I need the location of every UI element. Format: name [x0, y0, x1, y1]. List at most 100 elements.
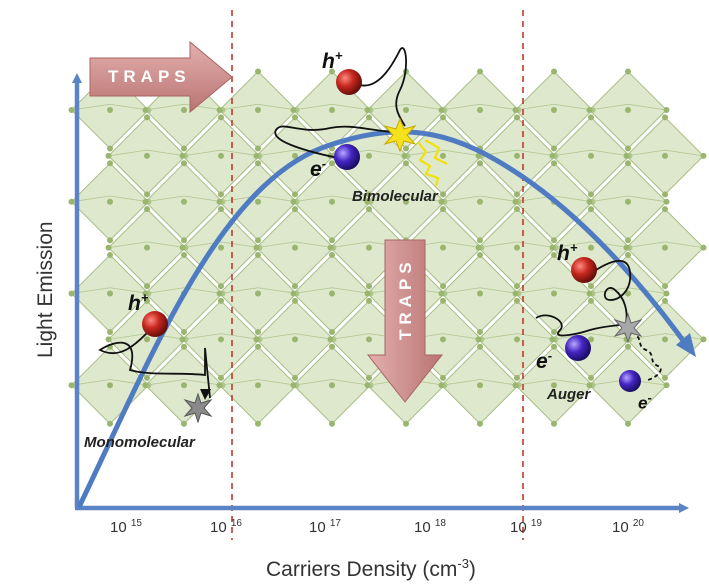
lattice-atom: [512, 290, 519, 297]
lattice-atom: [329, 382, 335, 389]
lattice-atom: [179, 336, 186, 343]
lattice-atom: [477, 252, 483, 259]
lattice-atom: [700, 244, 707, 251]
lattice-atom: [588, 374, 594, 381]
lattice-atom: [181, 198, 187, 205]
lattice-atom: [623, 152, 630, 159]
lattice-atom: [218, 114, 224, 121]
lattice-atom: [662, 191, 668, 198]
lattice-edge: [367, 103, 445, 111]
lattice-atom: [662, 297, 668, 304]
lattice-atom: [512, 107, 519, 113]
lattice-edge: [145, 287, 223, 294]
lattice-atom: [588, 206, 594, 213]
lattice-atom: [105, 336, 112, 343]
auger-electron-path: [535, 314, 627, 337]
lattice-edge: [589, 195, 667, 203]
lattice-edge: [552, 241, 630, 249]
lattice-atom: [68, 107, 75, 113]
lattice-edge: [145, 103, 223, 111]
lattice-edge: [293, 379, 371, 386]
lattice-atom: [329, 68, 335, 75]
lattice-atom: [403, 145, 409, 152]
lattice-atom: [253, 244, 260, 251]
lattice-atom: [327, 336, 334, 343]
lattice-edge: [71, 103, 149, 111]
lattice-atom: [253, 336, 260, 343]
x-axis-title: Carriers Density (cm-3): [266, 556, 476, 581]
lattice-atom: [181, 329, 187, 335]
lattice-atom: [588, 152, 594, 159]
lattice-atom: [292, 374, 298, 381]
mono-path-arrow-icon: [200, 389, 211, 400]
lattice-atom: [218, 191, 224, 198]
lattice-atom: [477, 382, 483, 389]
charge-label-electron-bi: e-: [310, 156, 327, 181]
lattice-edge: [515, 103, 593, 111]
lattice-atom: [218, 297, 224, 304]
mono-trap-star-icon: [183, 392, 213, 424]
lattice-atom: [663, 107, 670, 113]
lattice-atom: [588, 283, 594, 290]
electron-sphere-bi: [334, 144, 360, 170]
lattice-atom: [255, 68, 261, 75]
lattice-edge: [552, 149, 630, 157]
lattice-atom: [625, 343, 631, 350]
lattice-atom: [107, 198, 113, 205]
lattice-atom: [107, 237, 113, 244]
lattice-atom: [144, 283, 150, 290]
lattice-atom: [107, 329, 113, 335]
lattice-edge: [219, 379, 297, 386]
lattice-atom: [477, 68, 483, 75]
bi-photon-wave-icon: [417, 139, 448, 187]
lattice-atom: [625, 237, 631, 244]
lattice-atom: [477, 420, 483, 427]
lattice-atom: [588, 336, 594, 343]
lattice-atom: [438, 290, 445, 297]
lattice-atom: [477, 237, 483, 244]
lattice-atom: [586, 290, 593, 297]
lattice-atom: [181, 420, 187, 427]
lattice-atom: [292, 244, 298, 251]
lattice-atom: [663, 382, 670, 389]
lattice-atom: [662, 336, 668, 343]
lattice-atom: [366, 206, 372, 213]
lattice-edge: [589, 103, 667, 111]
lattice-atom: [107, 252, 113, 259]
lattice-atom: [255, 252, 261, 259]
lattice-atom: [105, 152, 112, 159]
lattice-edge: [182, 333, 260, 340]
lattice-atom: [105, 244, 112, 251]
lattice-edge: [441, 195, 519, 203]
lattice-edge: [478, 149, 556, 157]
lattice-atom: [514, 152, 520, 159]
lattice-atom: [366, 336, 372, 343]
lattice-atom: [107, 290, 113, 297]
lattice-atom: [181, 160, 187, 167]
lattice-atom: [625, 68, 631, 75]
lattice-atom: [551, 107, 557, 113]
lattice-edge: [256, 333, 334, 340]
lattice-atom: [218, 244, 224, 251]
lattice-atom: [475, 336, 482, 343]
lattice-atom: [181, 107, 187, 113]
charge-label-hole-bi: h+: [322, 48, 343, 73]
lattice-atom: [142, 382, 149, 389]
lattice-atom: [625, 420, 631, 427]
lattice-atom: [218, 152, 224, 159]
lattice-atom: [107, 107, 113, 113]
lattice-atom: [477, 198, 483, 205]
lattice-atom: [366, 297, 372, 304]
lattice-atom: [290, 198, 297, 205]
lattice-atom: [329, 290, 335, 297]
lattice-atom: [514, 191, 520, 198]
lattice-atom: [623, 244, 630, 251]
lattice-atom: [144, 336, 150, 343]
lattice-atom: [107, 420, 113, 427]
lattice-edge: [515, 195, 593, 203]
lattice-atom: [255, 329, 261, 335]
lattice-atom: [551, 252, 557, 259]
lattice-atom: [253, 152, 260, 159]
lattice-atom: [329, 237, 335, 244]
